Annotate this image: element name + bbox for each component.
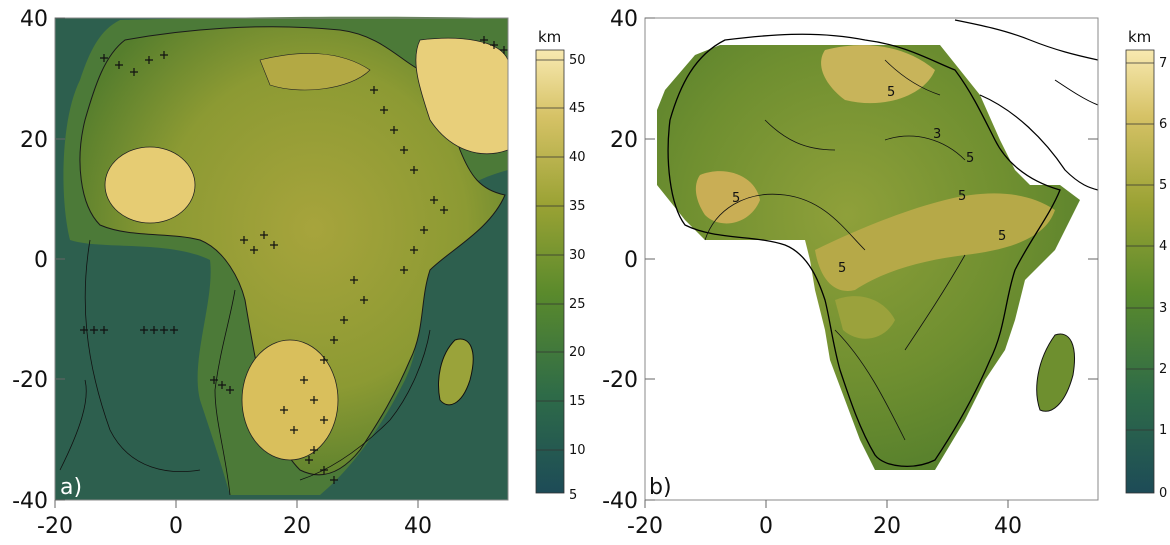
y-tick-label: 40: [20, 7, 48, 32]
colorbar-a: [536, 50, 564, 493]
y-tick-label: -40: [602, 489, 638, 514]
y-tick-label: 0: [34, 248, 48, 273]
colorbar-tick-label: 10: [569, 443, 585, 458]
contour-label: 5: [838, 261, 846, 276]
x-tick-label: 0: [169, 514, 183, 539]
contour-label: 5: [966, 151, 974, 166]
contour-label: 5: [958, 189, 966, 204]
colorbar-tick-label: 7: [1159, 56, 1167, 71]
y-tick-label: -20: [602, 368, 638, 393]
colorbar-b: [1126, 50, 1154, 493]
colorbar-tick-label: 1: [1159, 423, 1167, 438]
x-tick-label: -20: [37, 514, 73, 539]
contour-label: 3: [933, 127, 941, 142]
colorbar-tick-label: 4: [1159, 239, 1167, 254]
colorbar-tick-label: 40: [569, 150, 585, 165]
colorbar-tick-label: 6: [1159, 117, 1167, 132]
colorbar-unit-b: km: [1128, 28, 1151, 46]
colorbar-tick-label: 5: [1159, 178, 1167, 193]
colorbar-tick-label: 15: [569, 394, 585, 409]
colorbar-tick-label: 5: [569, 488, 577, 503]
x-tick-label: -20: [627, 514, 663, 539]
colorbar-unit-a: km: [538, 28, 561, 46]
x-tick-label: 40: [994, 514, 1022, 539]
colorbar-tick-label: 2: [1159, 362, 1167, 377]
colorbar-tick-label: 25: [569, 297, 585, 312]
y-tick-label: -20: [12, 368, 48, 393]
contour-label: 5: [998, 229, 1006, 244]
panel-label-b: b): [649, 475, 672, 500]
map-b: 5 5 5 5 5 3 5 40 20 0 -20 -40: [585, 0, 1170, 545]
colorbar-tick-label: 45: [569, 101, 585, 116]
panel-a: 40 20 0 -20 -40 -20 0 20 40 a) km: [0, 0, 585, 545]
y-tick-label: 20: [20, 128, 48, 153]
y-tick-label: 0: [624, 248, 638, 273]
x-tick-label: 0: [759, 514, 773, 539]
x-tick-label: 20: [873, 514, 901, 539]
contour-label: 5: [887, 85, 895, 100]
y-tick-label: 40: [610, 7, 638, 32]
x-tick-label: 40: [404, 514, 432, 539]
map-a: 40 20 0 -20 -40 -20 0 20 40 a) km: [0, 0, 585, 545]
y-tick-label: 20: [610, 128, 638, 153]
colorbar-tick-label: 50: [569, 53, 585, 68]
panel-label-a: a): [60, 475, 82, 500]
west-africa-high: [105, 147, 195, 223]
colorbar-tick-label: 20: [569, 345, 585, 360]
x-tick-label: 20: [283, 514, 311, 539]
x-ticks-a: -20 0 20 40: [37, 500, 432, 539]
colorbar-tick-label: 35: [569, 199, 585, 214]
contour-label: 5: [732, 191, 740, 206]
colorbar-tick-label: 30: [569, 248, 585, 263]
y-tick-label: -40: [12, 489, 48, 514]
panel-b: 5 5 5 5 5 3 5 40 20 0 -20 -40: [585, 0, 1170, 545]
colorbar-tick-label: 3: [1159, 301, 1167, 316]
colorbar-tick-label: 0: [1159, 486, 1167, 501]
x-ticks-b: -20 0 20 40: [627, 500, 1022, 539]
